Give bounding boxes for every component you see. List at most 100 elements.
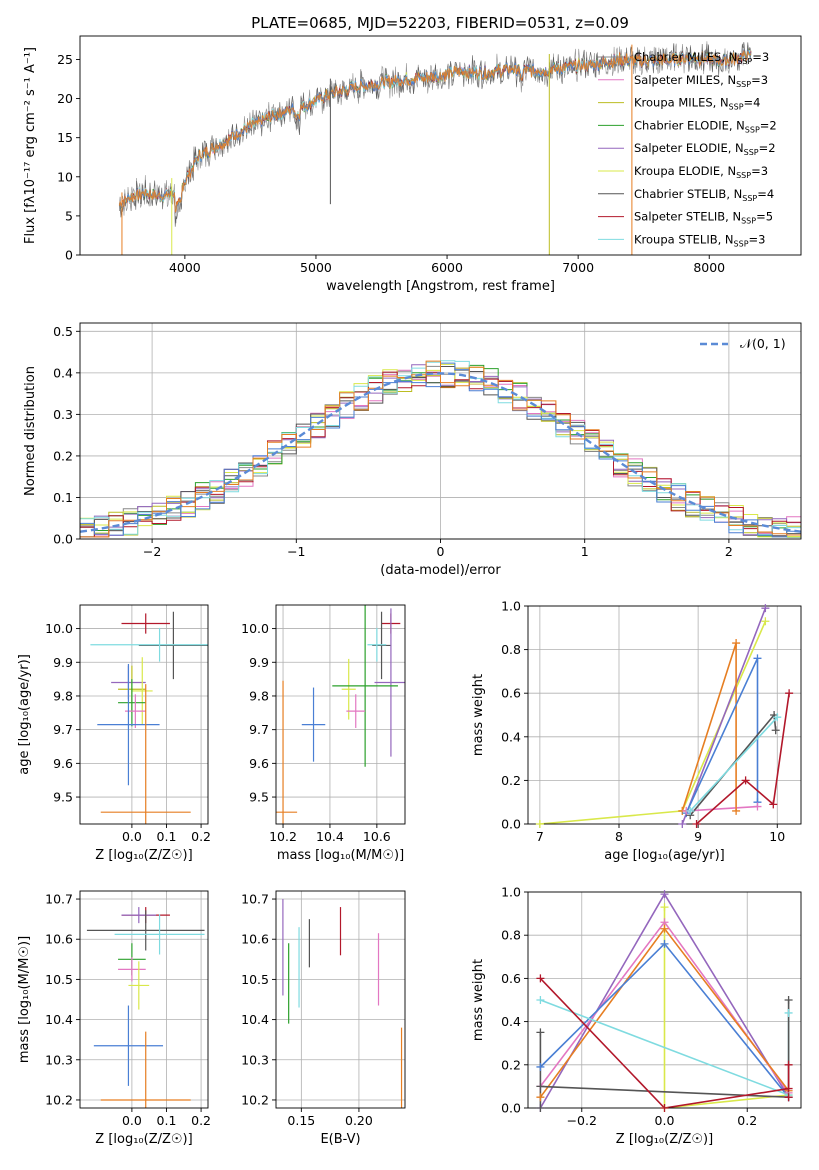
x-tick-label: 0.0 [122,1113,142,1128]
age_vs_mass-plot-area [276,605,405,824]
weight-marker [753,802,762,811]
weight-marker [785,689,794,698]
y-tick-label: 10.4 [241,1012,269,1027]
mass_weight_vs_age-grid [528,605,801,825]
x-axis-label: mass [log₁₀(M/M☉)] [277,848,404,863]
x-tick-label: 10.2 [269,829,297,844]
age_vs_Z-grid [80,605,208,824]
weight-series-line [695,693,790,824]
weight-marker [536,1028,545,1037]
weight-marker [536,1062,545,1071]
weight-series-line [686,805,758,812]
legend-entry: 𝒩(0, 1) [740,336,786,351]
weight-marker [536,996,545,1004]
x-tick-label: 0.1 [157,829,177,844]
y-tick-label: 10.7 [45,892,73,907]
weight-series-line [681,642,737,812]
y-tick-label: 20 [57,91,73,106]
legend-entry: Salpeter STELIB, NSSP=5 [634,210,773,226]
weight-marker [660,924,669,933]
legend-entry: Chabrier ELODIE, NSSP=2 [634,118,777,134]
y-tick-label: 9.5 [53,790,73,805]
y-tick-label: 9.7 [249,722,269,737]
weight-series-line [689,716,778,812]
chart-title: PLATE=0685, MJD=52203, FIBERID=0531, z=0… [251,14,629,32]
y-tick-label: 0.8 [501,928,521,943]
spectrum-plot-area [118,41,752,255]
weight-marker [660,903,669,912]
y-tick-label: 0.2 [501,1057,521,1072]
weight-marker [732,639,741,648]
legend-entry: Salpeter ELODIE, NSSP=2 [634,141,776,157]
x-tick-label: 0 [437,544,445,559]
y-tick-label: 9.5 [249,790,269,805]
weight-series-line [539,977,789,1108]
age_vs_Z-plot-area [90,611,208,824]
weight-marker [692,820,701,828]
weight-series-line [663,907,789,1108]
y-tick-label: 1.0 [501,599,521,614]
weight-marker [773,713,782,722]
y-tick-label: 0.4 [501,1014,521,1029]
weight-marker [784,1008,793,1017]
x-tick-label: −0.2 [567,1113,597,1128]
age_vs_Z-frame-group: 0.0 0.1 0.2 9.5 9.6 9.7 9.8 9.9 10.0 Z [log₁₀(Z/Z… [17,604,211,863]
y-tick-label: 0.6 [501,971,521,986]
weight-marker [536,1104,545,1112]
y-tick-label: 10 [57,169,73,184]
legend-entry: Chabrier STELIB, NSSP=4 [634,187,774,203]
y-axis-label: Flux [fλ10⁻¹⁷ erg cm⁻² s⁻¹ A⁻¹] [23,47,38,244]
mass_weight_vs_age-axes: 7 8 9 10 0.0 0.2 0.4 0.6 0.8 1.0 age [log₁₀(age/yr… [471,599,802,863]
x-tick-label: 0.15 [287,1113,315,1128]
x-tick-label: 7 [536,829,544,844]
x-tick-label: 2 [725,544,733,559]
spectrum-frame-group: 4000 5000 6000 7000 8000 0 5 10 15 20 25 wavelength… [23,35,802,294]
x-axis-label: Z [log₁₀(Z/Z☉)] [95,1132,192,1147]
x-tick-label: 10.4 [316,829,344,844]
x-tick-label: 10.6 [363,829,391,844]
y-tick-label: 10.6 [45,932,73,947]
normal-curve [80,372,801,533]
y-tick-label: 10.5 [241,972,269,987]
legend-entry: Salpeter MILES, NSSP=3 [634,73,768,89]
y-tick-label: 10.2 [45,1092,73,1107]
mass_weight_vs_Z-frame-group: −0.2 0.0 0.2 0.0 0.2 0.4 0.6 0.8 1.0 Z [log₁₀(Z/Z… [471,885,802,1147]
y-tick-label: 0.0 [53,532,73,547]
y-tick-label: 10.3 [241,1052,269,1067]
x-axis-label: E(B-V) [320,1132,360,1147]
y-tick-label: 1.0 [501,885,521,900]
y-tick-label: 15 [57,130,73,145]
weight-marker [536,1082,545,1091]
y-tick-label: 25 [57,52,73,67]
weight-marker [771,726,780,735]
mass_weight_vs_age-frame-group: 7 8 9 10 0.0 0.2 0.4 0.6 0.8 1.0 age [log₁₀(age/yr… [471,599,802,863]
weight-marker [741,776,750,785]
axes-frame [275,890,406,1109]
axes-frame [275,604,406,825]
y-tick-label: 9.6 [53,756,73,771]
y-tick-label: 0.8 [501,642,521,657]
age_vs_mass-grid [276,605,405,824]
weight-series-line [685,657,759,814]
y-tick-label: 0.2 [501,773,521,788]
x-tick-label: 0.0 [122,829,142,844]
y-tick-label: 0.4 [53,365,73,380]
y-tick-label: 9.6 [249,756,269,771]
legend-entry: Kroupa STELIB, NSSP=3 [634,232,765,248]
weight-marker [686,806,695,815]
y-tick-label: 9.8 [53,688,73,703]
x-tick-label: 7000 [562,260,594,275]
y-tick-label: 9.7 [53,722,73,737]
x-tick-label: 8 [615,829,623,844]
mass_vs_EBV-plot-area [282,899,403,1108]
y-tick-label: 0.1 [53,490,73,505]
x-tick-label: 9 [694,829,702,844]
y-axis-label: mass weight [471,674,486,756]
x-tick-label: 0.1 [157,1113,177,1128]
legend-entry: Kroupa ELODIE, NSSP=3 [634,164,768,180]
mass_weight_vs_Z-axes: −0.2 0.0 0.2 0.0 0.2 0.4 0.6 0.8 1.0 Z [log₁₀(Z/Z… [471,885,802,1147]
mass_vs_Z-plot-area [86,907,205,1108]
axes-frame [527,605,802,825]
x-tick-label: 0.20 [345,1113,373,1128]
